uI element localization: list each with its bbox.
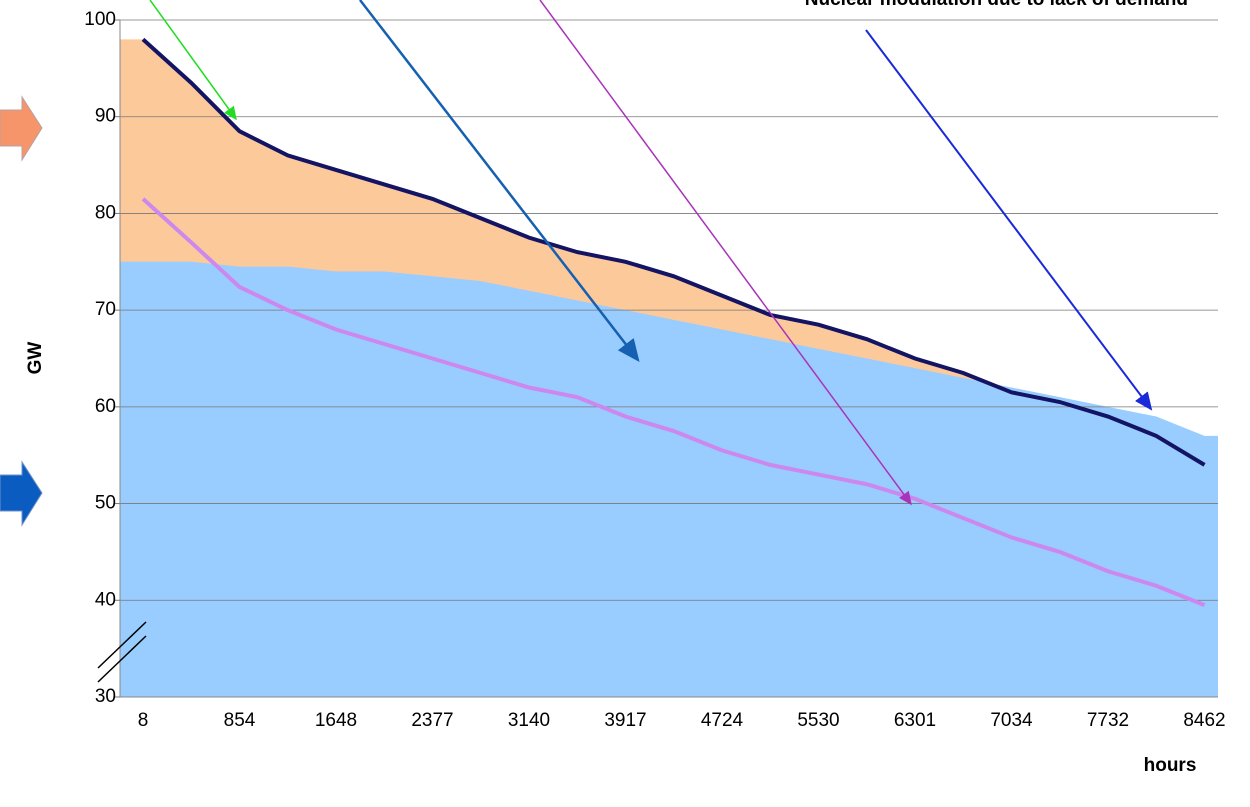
- x-tick-label: 4724: [701, 710, 744, 731]
- x-tick-label: 2377: [411, 710, 453, 731]
- left-arrow: [0, 95, 43, 162]
- y-tick-label: 30: [95, 686, 116, 707]
- x-tick-label: 5530: [797, 710, 839, 731]
- x-tick-label: 7732: [1087, 710, 1129, 731]
- y-axis-label: GW: [25, 342, 46, 375]
- x-tick-label: 3140: [508, 710, 550, 731]
- x-tick-label: 8: [138, 710, 149, 731]
- area: [120, 261, 1218, 697]
- x-tick-label: 6301: [894, 710, 936, 731]
- x-tick-label: 1648: [315, 710, 357, 731]
- annotation: Nuclear modulation due to lack of demand: [805, 0, 1188, 10]
- x-tick-label: 3917: [604, 710, 646, 731]
- axis-break: [97, 635, 147, 683]
- axis-break: [97, 621, 147, 669]
- y-tick-label: 50: [95, 493, 116, 514]
- y-tick-label: 70: [95, 299, 116, 320]
- y-tick-label: 80: [95, 202, 116, 223]
- left-arrow: [0, 460, 43, 527]
- annotation-arrow: [359, 0, 640, 362]
- y-tick-label: 90: [95, 106, 116, 127]
- y-tick-label: 100: [84, 9, 116, 30]
- x-tick-label: 8462: [1183, 710, 1225, 731]
- annotation-arrow: [539, 0, 912, 506]
- annotation-arrow: [865, 29, 1153, 411]
- line: [141, 197, 1206, 607]
- line: [141, 37, 1206, 467]
- y-tick-label: 40: [95, 589, 116, 610]
- annotation-arrow: [149, 0, 237, 121]
- x-axis-label: hours: [1144, 755, 1197, 776]
- x-tick-label: 854: [224, 710, 256, 731]
- x-tick-label: 7034: [990, 710, 1033, 731]
- y-tick-label: 60: [95, 396, 116, 417]
